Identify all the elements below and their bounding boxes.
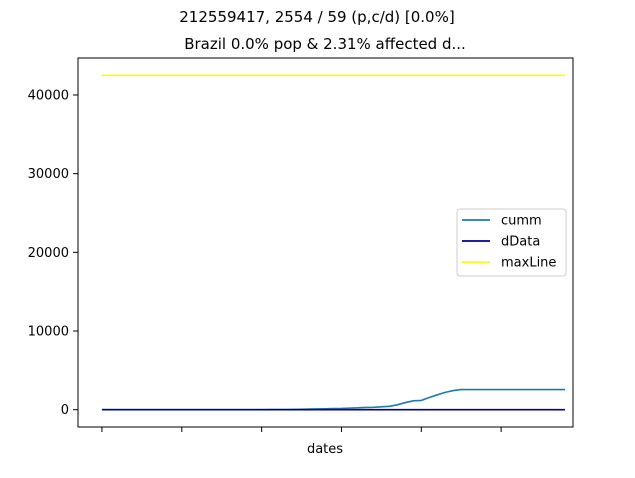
legend-entry-maxLine: maxLine <box>501 256 556 271</box>
series-lines <box>101 74 566 411</box>
legend: cumm dData maxLine <box>456 208 567 277</box>
y-tick-label: 40000 <box>28 88 69 103</box>
y-tick-label: 0 <box>61 403 69 418</box>
legend-entry-cumm: cumm <box>501 214 542 229</box>
y-tick-label: 30000 <box>28 167 69 182</box>
chart-title: Brazil 0.0% pop & 2.31% affected d... <box>184 35 466 53</box>
y-axis: 0 10000 20000 30000 40000 <box>28 88 78 418</box>
figure-suptitle: 212559417, 2554 / 59 (p,c/d) [0.0%] <box>179 8 454 26</box>
x-axis <box>101 427 502 432</box>
y-tick-label: 10000 <box>28 325 69 340</box>
legend-entry-dData: dData <box>501 235 540 250</box>
legend-box <box>456 208 567 277</box>
x-axis-label: dates <box>307 442 343 457</box>
y-tick-label: 20000 <box>28 246 69 261</box>
